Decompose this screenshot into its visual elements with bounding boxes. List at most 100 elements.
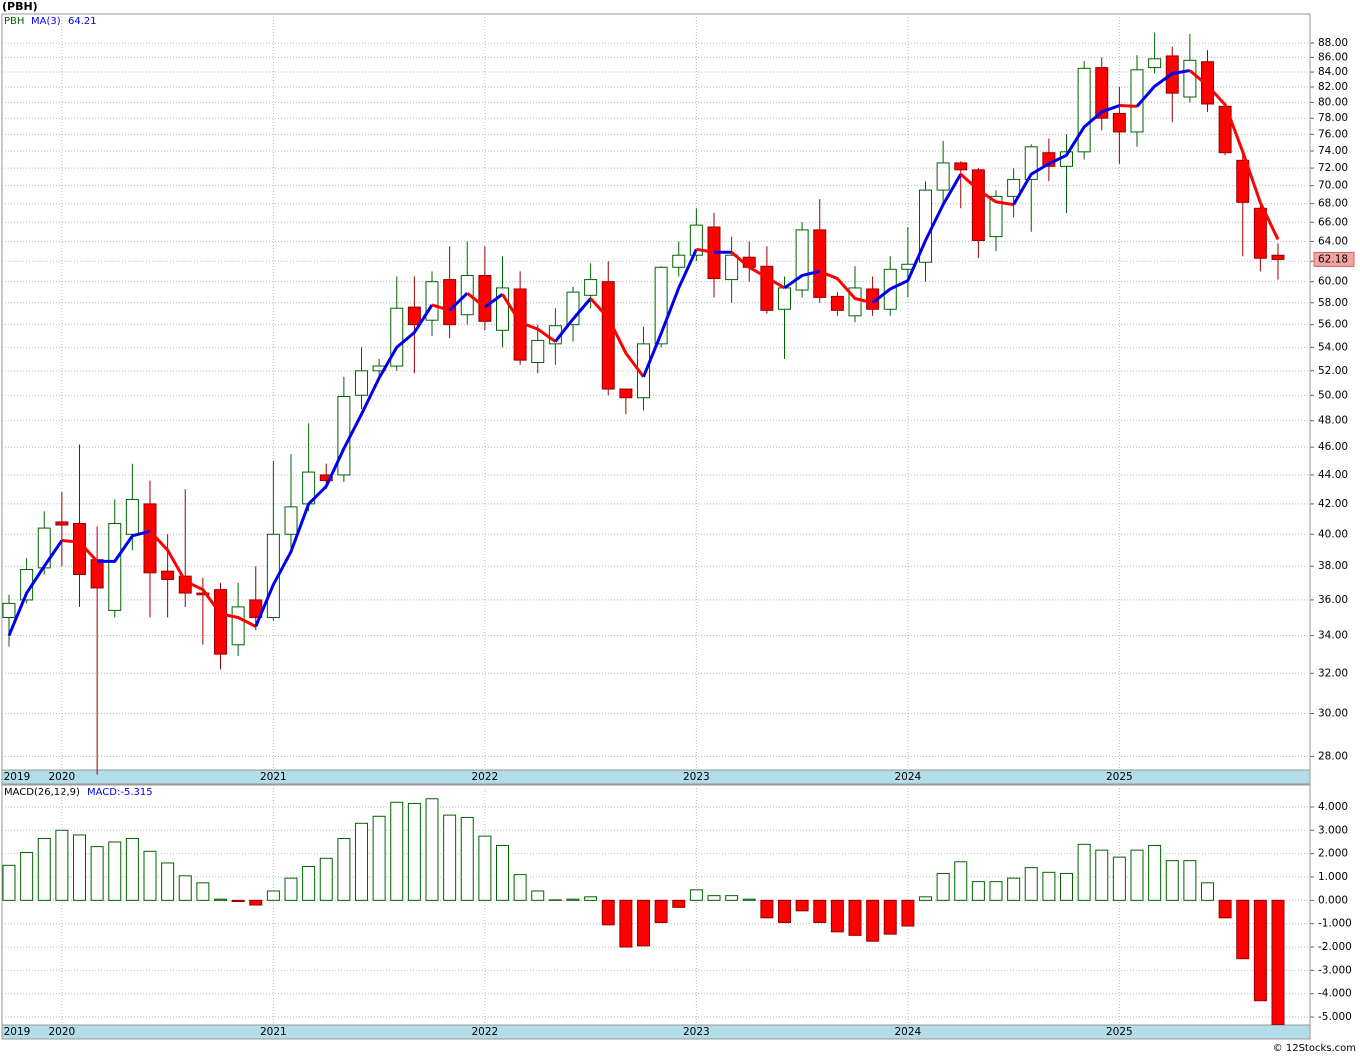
macd-bar (795, 899, 809, 912)
macd-bar (372, 815, 386, 901)
y-tick-label: 0.000 (1318, 894, 1348, 906)
macd-bar (513, 874, 527, 901)
candle-body (619, 388, 633, 399)
ma-line (1012, 104, 1120, 206)
candle-body (778, 287, 791, 310)
macd-bar (919, 896, 932, 901)
macd-bar (407, 802, 421, 901)
y-tick-label: 46.00 (1318, 441, 1348, 453)
y-tick-label: -3.000 (1318, 964, 1352, 976)
macd-bar (725, 895, 739, 901)
y-tick-label: 66.00 (1318, 216, 1348, 228)
last-price-label: 62.18 (1318, 253, 1348, 265)
date-strip (1, 769, 1311, 785)
macd-bar (143, 850, 157, 901)
macd-bar (848, 899, 862, 936)
candle-body (161, 570, 175, 580)
candle-body (73, 522, 86, 575)
candle-body (1077, 67, 1091, 153)
ma-line (1135, 69, 1191, 108)
y-tick-label: -2.000 (1318, 941, 1352, 953)
macd-bar (1024, 867, 1038, 901)
legend-macd: MACD(26,12,9) (4, 787, 80, 798)
macd-bar (1271, 899, 1285, 1025)
last-price-box (1313, 251, 1355, 267)
ma-line (871, 173, 963, 304)
macd-bar (989, 881, 1003, 901)
y-tick-label: 52.00 (1318, 365, 1348, 377)
candle-body (337, 396, 351, 476)
macd-bar (355, 822, 368, 901)
candle-body (989, 195, 1003, 238)
candle-body (672, 254, 686, 268)
candle-body (584, 279, 598, 296)
macd-bar (337, 837, 351, 901)
x-tick-label: 2023 (683, 1026, 710, 1038)
macd-bar (284, 877, 298, 901)
macd-bar (443, 814, 457, 901)
macd-bar (425, 798, 439, 901)
x-tick-label: 2020 (49, 771, 76, 783)
y-tick-label: 80.00 (1318, 96, 1348, 108)
ma-line (783, 269, 821, 290)
y-tick-label: 68.00 (1318, 198, 1348, 210)
y-tick-label: 56.00 (1318, 319, 1348, 331)
macd-bar (37, 837, 51, 901)
ma-line (431, 303, 451, 312)
candle-body (1236, 159, 1250, 203)
candle-body (971, 169, 985, 241)
y-tick-label: 60.00 (1318, 276, 1348, 288)
macd-bar (319, 857, 333, 901)
macd-bar (654, 899, 668, 924)
macd-bar (954, 861, 968, 901)
macd-bar (178, 875, 192, 901)
candle-body (1253, 207, 1267, 259)
macd-bar (266, 890, 280, 901)
x-tick-label: 2024 (895, 1026, 922, 1038)
candle-body (90, 559, 104, 589)
y-tick-label: 48.00 (1318, 415, 1348, 427)
macd-bar (901, 899, 915, 927)
macd-bar (1148, 844, 1162, 901)
macd-bar (302, 865, 316, 901)
ma-line (448, 292, 469, 312)
y-tick-label: 34.00 (1318, 630, 1348, 642)
macd-bar (601, 899, 615, 926)
y-tick-label: 42.00 (1318, 498, 1348, 510)
candle-body (813, 229, 827, 298)
x-tick-label: 2021 (260, 1026, 287, 1038)
ma-line (466, 292, 486, 309)
macd-bar (2, 864, 16, 901)
macd-bar (460, 816, 474, 901)
x-tick-label: 2022 (472, 1026, 499, 1038)
ma-line (730, 251, 786, 290)
candle-body (1271, 254, 1285, 260)
candle-body (55, 521, 69, 526)
x-tick-label: 2019 (4, 1026, 31, 1038)
ma-line (959, 173, 1014, 207)
candle-body (725, 254, 739, 281)
x-tick-label: 2023 (683, 771, 710, 783)
macd-bar (548, 899, 562, 901)
ma-line (483, 293, 504, 309)
macd-bar (390, 801, 404, 901)
y-tick-label: 76.00 (1318, 128, 1348, 140)
macd-bar (584, 896, 598, 901)
macd-bar (496, 844, 509, 901)
y-tick-label: 54.00 (1318, 341, 1348, 353)
candle-body (1148, 58, 1162, 69)
legend-ma: MA(3) (31, 16, 61, 27)
macd-bar (214, 898, 227, 901)
ma-line (554, 297, 592, 343)
candle-body (1183, 59, 1197, 98)
date-strip (1, 1024, 1311, 1040)
y-tick-label: 72.00 (1318, 162, 1348, 174)
ma-line (61, 539, 99, 563)
credit: © 12Stocks.com (1273, 1043, 1356, 1054)
x-tick-label: 2020 (49, 1026, 76, 1038)
legend-ma-value: 64.21 (68, 16, 97, 27)
y-tick-label: 86.00 (1318, 51, 1348, 63)
macd-bar (1218, 899, 1232, 919)
macd-bar (707, 895, 721, 901)
macd-bar (1077, 843, 1091, 901)
